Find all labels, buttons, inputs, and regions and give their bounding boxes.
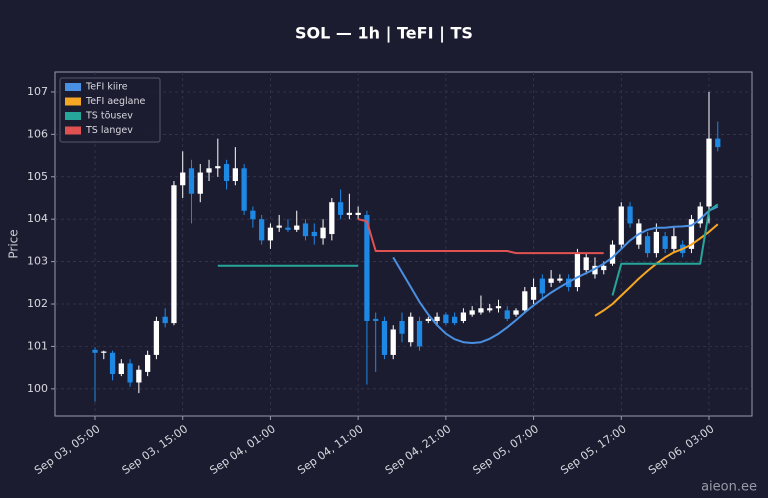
candle-body [443, 314, 449, 324]
candle-body [469, 310, 475, 315]
indicator-line [217, 203, 719, 296]
legend-swatch [65, 83, 81, 91]
candle-body [609, 244, 616, 264]
candle-body [302, 223, 309, 237]
chart-title: SOL — 1h | TeFI | TS [295, 24, 473, 44]
candle-body [522, 291, 528, 311]
candle-body [101, 351, 107, 353]
legend-label: TeFI aeglane [85, 96, 145, 107]
candle-body [399, 320, 405, 334]
candle-body [574, 253, 581, 288]
y-axis-label: Price [7, 229, 21, 258]
candle-body [364, 214, 370, 321]
plot-area [54, 71, 753, 417]
candle-body [215, 166, 221, 169]
candle-body [232, 168, 238, 182]
candle-body [162, 316, 168, 324]
candle-body [706, 138, 712, 207]
candle-body [715, 138, 721, 148]
candle-body [180, 172, 186, 186]
legend-swatch [65, 126, 81, 135]
y-tick-label: 104 [27, 212, 48, 225]
candle-body [644, 236, 651, 254]
candle-body [425, 318, 431, 321]
candle-body [153, 320, 160, 355]
candle-body [513, 310, 519, 315]
candle-body [373, 318, 379, 321]
y-tick-label: 103 [27, 255, 48, 268]
candle-body [408, 316, 414, 343]
candle-body [329, 202, 335, 235]
candle-body [241, 168, 247, 211]
candle-body [259, 219, 265, 241]
candle-body [688, 219, 695, 249]
candle-body [144, 354, 151, 372]
y-tick-label: 101 [27, 339, 48, 352]
legend-label: TS langev [85, 125, 133, 136]
candle-body [171, 185, 177, 324]
y-tick-label: 100 [27, 382, 48, 395]
candle-body [504, 310, 510, 319]
candle-body [662, 236, 668, 249]
candle-body [197, 172, 203, 194]
legend-box [59, 77, 161, 143]
candle-body [109, 352, 116, 375]
candle-body [530, 287, 537, 300]
candle-body [136, 369, 142, 383]
candle-body [206, 168, 212, 173]
candle-body [671, 236, 677, 249]
y-tick-label: 107 [27, 85, 48, 98]
candle-body [583, 257, 589, 271]
candle-body [118, 363, 124, 375]
candle-body [294, 225, 300, 230]
candle-body [478, 308, 484, 313]
candle-body [390, 329, 396, 355]
candle-body [539, 278, 545, 294]
y-tick-label: 102 [27, 297, 48, 310]
candle-body [188, 168, 195, 194]
candle-body [381, 320, 388, 355]
indicator-line [392, 205, 719, 344]
candle-body [250, 210, 256, 220]
candle-body [267, 227, 274, 241]
candle-body [487, 308, 493, 311]
candle-body [601, 265, 607, 271]
candle-body [434, 316, 440, 321]
candle-body [548, 278, 554, 283]
candle-body [276, 225, 282, 228]
candle-body [451, 316, 458, 324]
y-tick-label: 105 [27, 170, 48, 183]
watermark: aieon.ee [701, 480, 757, 495]
legend: TeFI kiire TeFI aeglane TS tõusev TS langev [59, 77, 161, 143]
indicator-line [357, 218, 604, 255]
candle-body [627, 206, 633, 224]
candle-body [495, 306, 502, 309]
candle-body [223, 164, 230, 182]
legend-label: TeFI kiire [85, 82, 128, 93]
candle-body [355, 212, 361, 215]
candle-body [618, 206, 624, 245]
candle-body [285, 227, 291, 230]
candle-body [653, 231, 660, 254]
legend-label: TS tõusev [85, 111, 133, 122]
candle-body [320, 227, 326, 239]
legend-swatch [65, 112, 81, 120]
candle-body [697, 206, 703, 224]
candle-body [92, 349, 98, 353]
candle-body [557, 278, 563, 281]
candle-body [311, 231, 317, 237]
candle-body [416, 320, 423, 347]
candle-body [337, 202, 344, 215]
candle-body [346, 212, 353, 215]
candle-body [127, 363, 133, 383]
legend-swatch [65, 97, 81, 106]
candle-body [592, 265, 598, 275]
candle-body [460, 312, 467, 321]
y-tick-label: 106 [27, 127, 48, 140]
